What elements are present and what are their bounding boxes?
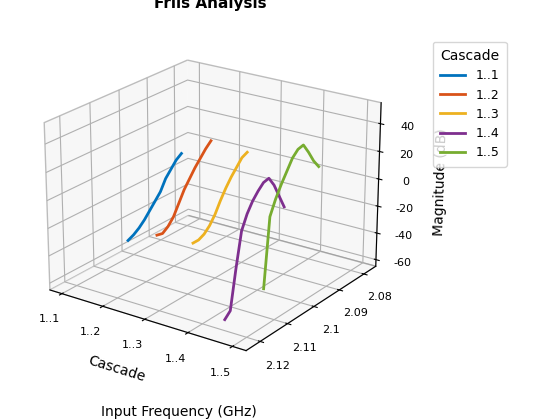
Title: s21
Friis Analysis: s21 Friis Analysis <box>153 0 267 11</box>
X-axis label: Cascade: Cascade <box>86 354 147 384</box>
Legend: 1..1, 1..2, 1..3, 1..4, 1..5: 1..1, 1..2, 1..3, 1..4, 1..5 <box>433 42 507 167</box>
Text: Input Frequency (GHz): Input Frequency (GHz) <box>101 405 256 419</box>
